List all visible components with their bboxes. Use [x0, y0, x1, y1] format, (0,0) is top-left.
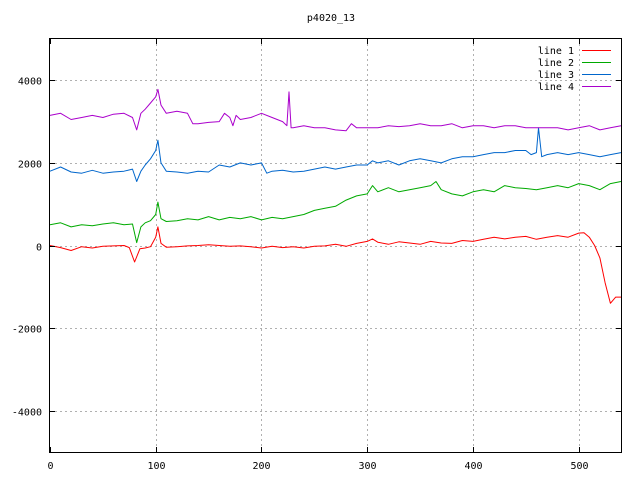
- x-tick-label: 400: [464, 461, 482, 472]
- grid: [50, 39, 621, 452]
- x-tick-label: 0: [47, 461, 53, 472]
- axis-ticks: 0 100 200 300 400 500 -4000 -2000 0 2000 4000: [12, 39, 621, 472]
- series-group: [49, 88, 622, 304]
- series-line-4: [49, 88, 622, 132]
- x-tick-label: 500: [570, 461, 588, 472]
- y-tick-label: 4000: [18, 77, 42, 88]
- plot-frame: [49, 38, 622, 453]
- y-tick-label: -4000: [12, 408, 42, 419]
- series-line-3: [49, 127, 622, 182]
- chart-title: p4020_13: [307, 13, 355, 24]
- y-tick-label: -2000: [12, 325, 42, 336]
- legend-label-4: line 4: [538, 82, 574, 93]
- legend-label-1: line 1: [538, 46, 574, 57]
- y-tick-label: 2000: [18, 160, 42, 171]
- x-tick-label: 100: [147, 461, 165, 472]
- series-line-2: [49, 181, 622, 244]
- x-tick-label: 300: [358, 461, 376, 472]
- legend-label-2: line 2: [538, 58, 574, 69]
- series-line-1: [49, 226, 621, 304]
- x-tick-label: 200: [252, 461, 270, 472]
- legend-label-3: line 3: [538, 70, 574, 81]
- y-tick-label: 0: [36, 243, 42, 254]
